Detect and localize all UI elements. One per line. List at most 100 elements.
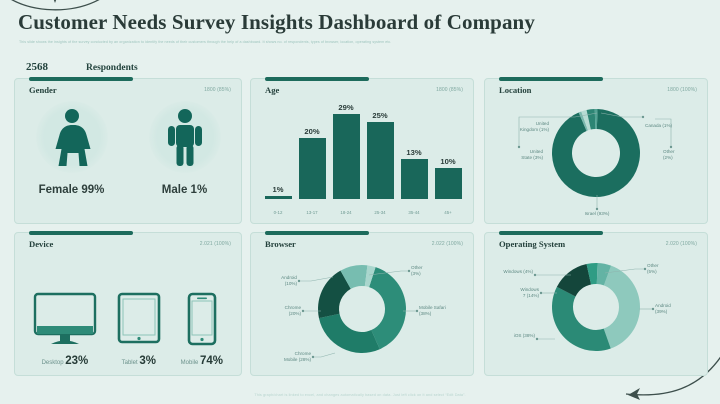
panel-title-age: Age xyxy=(265,85,280,95)
panel-age[interactable]: Age 1800 (85%) 1% 20% 29% 25% 13% 10% 0-12 13-… xyxy=(250,77,474,224)
gender-label-male: Male 1% xyxy=(161,184,208,196)
donut-slice xyxy=(552,286,611,351)
age-bar-value: 1% xyxy=(272,184,284,194)
panel-gender[interactable]: Gender 1800 (85%) Female 99% xyxy=(14,77,242,224)
location-label-israel: Israel (93%) xyxy=(584,211,610,216)
panel-accent-bar xyxy=(499,77,603,81)
os-label-other: Other (5%) xyxy=(647,263,659,274)
donut-slice xyxy=(578,111,588,131)
location-label-united-kingdom: United Kingdom (1%) xyxy=(519,121,549,132)
browser-label-android: Android (10%) xyxy=(281,275,297,286)
os-leader-lines xyxy=(533,267,655,341)
panel-title-os: Operating System xyxy=(499,239,566,249)
panel-count-browser: 2.022 (100%) xyxy=(431,241,463,247)
device-item-tablet[interactable]: Tablet 3% xyxy=(117,284,161,367)
donut-slice xyxy=(596,263,612,286)
respondents-count: 2568 xyxy=(26,61,48,73)
panel-title-location: Location xyxy=(499,85,532,95)
panel-location[interactable]: Location 1800 (100%) United Kingdom (1%)… xyxy=(484,77,708,224)
donut-slice xyxy=(340,265,368,289)
panel-browser[interactable]: Browser 2.022 (100%) Other (3%) Android … xyxy=(250,231,474,376)
panel-operating-system[interactable]: Operating System 2.020 (100%) Other (5%)… xyxy=(484,231,708,376)
age-bar-group: 29% xyxy=(331,103,361,199)
device-caption-tablet: Tablet 3% xyxy=(122,355,156,367)
browser-donut-chart: Other (3%) Android (10%) Chrome (20%) Ch… xyxy=(251,253,473,373)
panel-accent-bar xyxy=(29,77,133,81)
age-bar-group: 1% xyxy=(263,103,293,199)
gender-item-female[interactable]: Female 99% xyxy=(22,101,122,196)
age-bar xyxy=(434,168,462,199)
device-value-tablet: 3% xyxy=(139,355,156,367)
age-axis-labels: 0-12 13-17 18-24 25-34 35-44 45+ xyxy=(263,210,463,215)
donut-slice xyxy=(556,264,592,297)
age-bar xyxy=(332,114,360,199)
donut-slice xyxy=(586,109,596,130)
age-bar-group: 25% xyxy=(365,103,395,199)
location-label-canada: Canada (1%) xyxy=(645,123,673,128)
browser-label-mobile-safari: Mobile Safari (38%) xyxy=(419,305,446,316)
age-bar-value: 29% xyxy=(338,103,354,112)
browser-label-chrome-mobile: Chrome Mobile (28%) xyxy=(283,351,311,362)
age-bar xyxy=(264,195,292,199)
age-bar-group: 10% xyxy=(433,103,463,199)
age-tick-label: 13-17 xyxy=(306,210,318,215)
browser-donut-svg xyxy=(318,265,406,353)
page-title: Customer Needs Survey Insights Dashboard… xyxy=(18,10,535,34)
location-donut-svg xyxy=(552,109,640,197)
male-icon xyxy=(167,109,202,166)
device-value-mobile: 74% xyxy=(200,355,224,367)
os-label-windows: Windows (4%) xyxy=(503,269,533,274)
device-item-mobile[interactable]: Mobile 74% xyxy=(181,284,223,367)
panel-count-location: 1800 (100%) xyxy=(667,87,697,93)
os-label-ios: iOS (38%) xyxy=(513,333,535,338)
location-donut-chart: United Kingdom (1%) Canada (1%) United S… xyxy=(485,99,707,221)
respondents-summary: 2568 Respondents xyxy=(26,61,138,73)
device-name-tablet: Tablet xyxy=(121,360,138,366)
browser-label-chrome: Chrome (20%) xyxy=(284,305,301,316)
os-donut-chart: Other (5%) Windows (4%) Windows 7 (14%) … xyxy=(485,253,707,373)
panel-count-gender: 1800 (85%) xyxy=(204,87,231,93)
panel-count-age: 1800 (85%) xyxy=(436,87,463,93)
location-leader-lines xyxy=(517,112,673,211)
donut-slice xyxy=(364,265,376,288)
os-label-android: Android (39%) xyxy=(655,303,671,314)
female-icon xyxy=(55,109,90,166)
donut-slice xyxy=(581,110,591,131)
panel-accent-bar xyxy=(29,231,133,235)
male-halo xyxy=(148,101,221,173)
age-bar-group: 13% xyxy=(399,103,429,199)
respondents-label: Respondents xyxy=(86,63,138,73)
age-bar-value: 13% xyxy=(406,148,422,158)
panel-accent-bar xyxy=(265,231,369,235)
age-bar-value: 10% xyxy=(440,157,456,167)
browser-leader-lines xyxy=(297,269,419,359)
desktop-icon xyxy=(33,284,97,346)
age-bar xyxy=(400,159,428,199)
panel-title-device: Device xyxy=(29,239,54,249)
device-item-desktop[interactable]: Desktop 23% xyxy=(33,284,97,367)
footer-note: This graph/chart is linked to excel, and… xyxy=(254,393,466,397)
age-bar-chart: 1% 20% 29% 25% 13% 10% xyxy=(263,103,463,199)
age-bar xyxy=(298,137,326,199)
device-name-mobile: Mobile xyxy=(180,360,199,366)
panel-count-device: 2.021 (100%) xyxy=(199,241,231,247)
age-tick-label: 25-34 xyxy=(374,210,386,215)
age-tick-label: 0-12 xyxy=(273,210,283,215)
browser-label-other: Other (3%) xyxy=(411,265,423,276)
age-bar-value: 20% xyxy=(304,126,320,136)
device-caption-desktop: Desktop 23% xyxy=(42,355,89,367)
gender-item-male[interactable]: Male 1% xyxy=(135,101,235,196)
age-tick-label: 35-44 xyxy=(408,210,420,215)
device-name-desktop: Desktop xyxy=(41,360,64,366)
panel-accent-bar xyxy=(499,231,603,235)
age-bar xyxy=(366,122,394,199)
page-subtitle: This slide shows the insights of the sur… xyxy=(19,40,392,44)
female-halo xyxy=(35,101,108,173)
device-caption-mobile: Mobile 74% xyxy=(181,355,223,367)
age-tick-label: 45+ xyxy=(444,210,452,215)
panel-accent-bar xyxy=(265,77,369,81)
location-label-united-state: United State (3%) xyxy=(521,149,543,160)
donut-slice xyxy=(369,267,406,350)
panel-device[interactable]: Device 2.021 (100%) Desktop 23% xyxy=(14,231,242,376)
